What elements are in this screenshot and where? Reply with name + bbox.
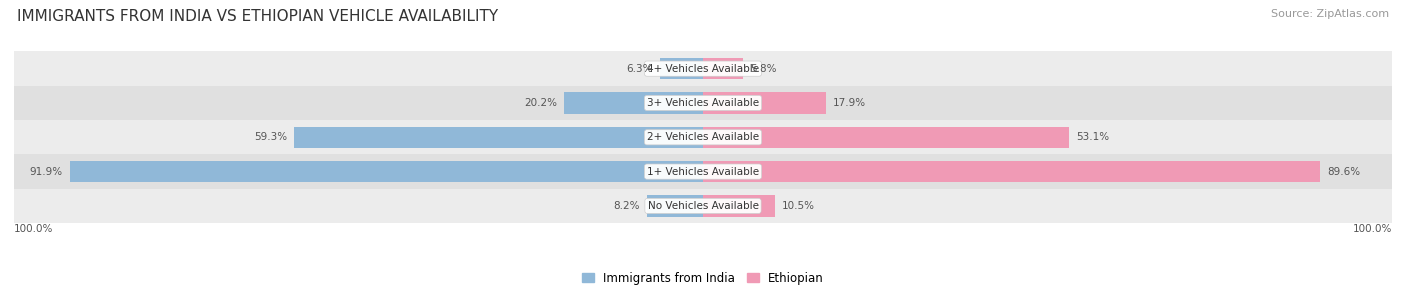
Text: 5.8%: 5.8% (749, 64, 776, 74)
Bar (659, 58, 703, 79)
Bar (294, 127, 703, 148)
Bar (703, 161, 1320, 182)
Text: 100.0%: 100.0% (1353, 224, 1392, 234)
Bar (14, 189, 1392, 223)
Text: 20.2%: 20.2% (524, 98, 557, 108)
Text: IMMIGRANTS FROM INDIA VS ETHIOPIAN VEHICLE AVAILABILITY: IMMIGRANTS FROM INDIA VS ETHIOPIAN VEHIC… (17, 9, 498, 23)
Text: 4+ Vehicles Available: 4+ Vehicles Available (647, 64, 759, 74)
Text: 89.6%: 89.6% (1327, 167, 1360, 176)
Text: Source: ZipAtlas.com: Source: ZipAtlas.com (1271, 9, 1389, 19)
Bar (703, 127, 1069, 148)
Bar (14, 51, 1392, 86)
Text: 6.3%: 6.3% (626, 64, 652, 74)
Bar (703, 195, 775, 217)
Bar (703, 58, 742, 79)
Text: 59.3%: 59.3% (254, 132, 288, 142)
Text: 3+ Vehicles Available: 3+ Vehicles Available (647, 98, 759, 108)
Text: 91.9%: 91.9% (30, 167, 63, 176)
Text: 2+ Vehicles Available: 2+ Vehicles Available (647, 132, 759, 142)
Bar (703, 92, 827, 114)
Bar (14, 154, 1392, 189)
Text: 8.2%: 8.2% (613, 201, 640, 211)
Bar (14, 86, 1392, 120)
Text: 100.0%: 100.0% (14, 224, 53, 234)
Bar (70, 161, 703, 182)
Text: No Vehicles Available: No Vehicles Available (648, 201, 758, 211)
Legend: Immigrants from India, Ethiopian: Immigrants from India, Ethiopian (578, 267, 828, 286)
Bar (647, 195, 703, 217)
Text: 1+ Vehicles Available: 1+ Vehicles Available (647, 167, 759, 176)
Text: 53.1%: 53.1% (1076, 132, 1109, 142)
Bar (14, 120, 1392, 154)
Bar (564, 92, 703, 114)
Text: 10.5%: 10.5% (782, 201, 815, 211)
Text: 17.9%: 17.9% (834, 98, 866, 108)
